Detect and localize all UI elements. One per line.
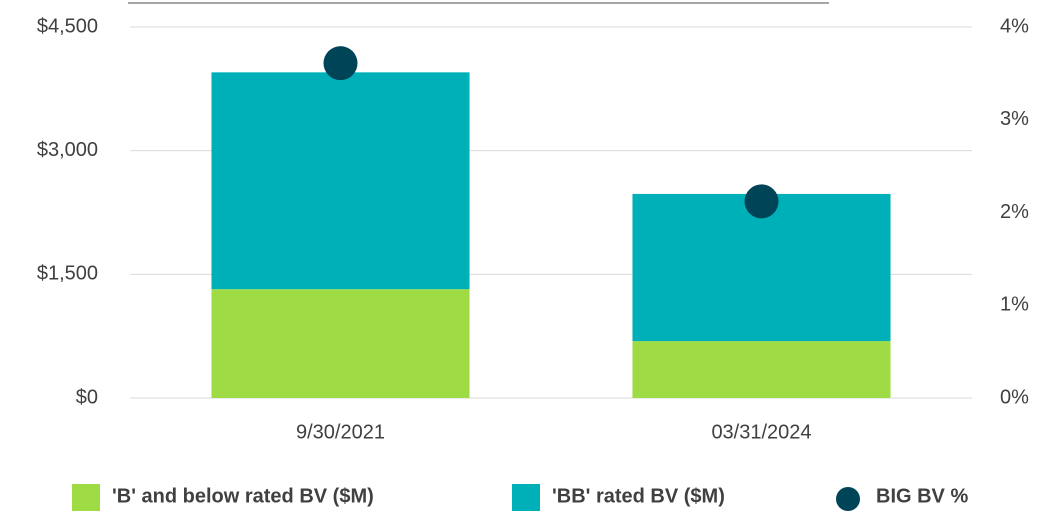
legend-label: 'BB' rated BV ($M) <box>552 485 725 507</box>
point <box>744 184 779 219</box>
legend: 'B' and below rated BV ($M) 'BB' rated BV… <box>72 484 968 511</box>
bar-segment <box>211 72 470 290</box>
marks <box>211 46 891 398</box>
y-tick-label: $1,500 <box>37 263 98 285</box>
legend-label: 'B' and below rated BV ($M) <box>112 485 374 507</box>
legend-label: BIG BV % <box>876 485 968 507</box>
y2-tick-label: 0% <box>1000 386 1029 408</box>
y2-tick-label: 4% <box>1000 15 1029 37</box>
x-tick-label: 03/31/2024 <box>711 421 811 443</box>
y-tick-label: $4,500 <box>37 15 98 37</box>
bar-segment <box>632 341 891 398</box>
bar-segment <box>632 193 891 342</box>
point <box>323 46 358 81</box>
legend-marker <box>836 487 860 511</box>
legend-marker <box>512 484 540 511</box>
bar-segment <box>211 289 470 398</box>
y-tick-label: $3,000 <box>37 139 98 161</box>
legend-marker <box>72 484 100 511</box>
y2-tick-label: 2% <box>1000 201 1029 223</box>
x-tick-label: 9/30/2021 <box>296 421 385 443</box>
y2-tick-label: 1% <box>1000 294 1029 316</box>
y-tick-label: $0 <box>76 386 98 408</box>
y2-tick-label: 3% <box>1000 108 1029 130</box>
